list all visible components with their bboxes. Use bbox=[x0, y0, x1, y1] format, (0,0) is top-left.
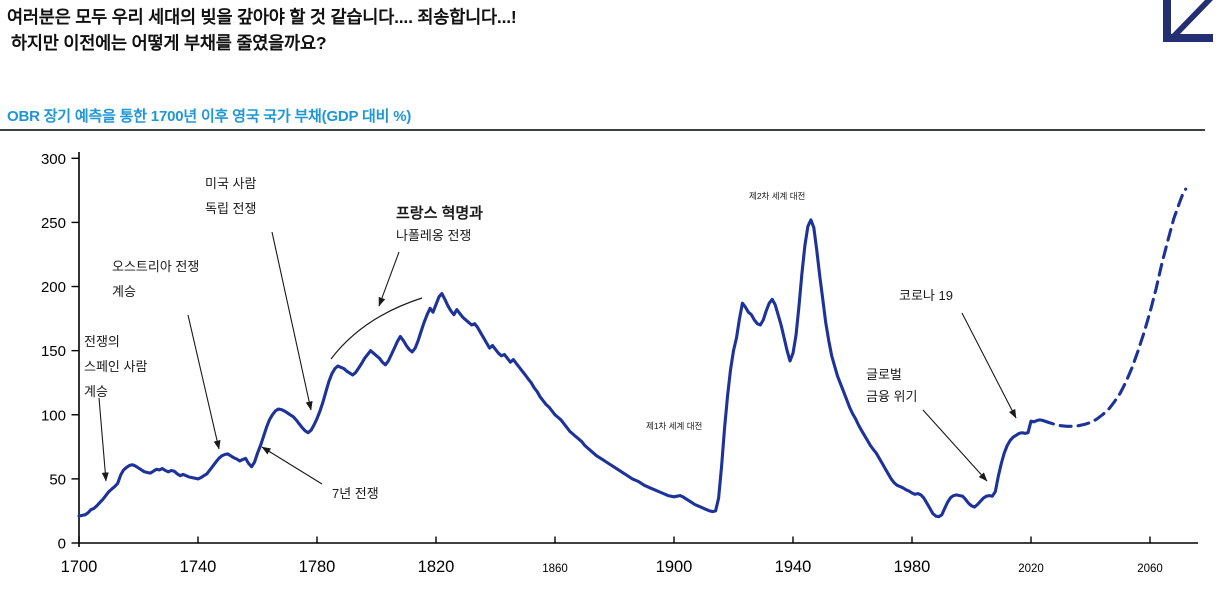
y-tick-label: 150 bbox=[41, 343, 66, 360]
series-obr-projection bbox=[1041, 187, 1188, 428]
annotation-arrow bbox=[378, 251, 400, 307]
quote-header: 여러분은 모두 우리 세대의 빚을 갚아야 할 것 같습니다.... 죄송합니다… bbox=[7, 4, 517, 56]
annotation-label: 금융 위기 bbox=[866, 389, 917, 404]
annotation-label: 계승 bbox=[84, 384, 108, 399]
annotation-label: 제1차 세계 대전 bbox=[646, 421, 702, 431]
logo-left-bar bbox=[1163, 0, 1171, 42]
annotation-seven-years-war: 7년 전쟁 bbox=[261, 446, 379, 501]
chart-axes: 0 50 100 150 200 250 300 1700 1740 1780 1820 1860 19… bbox=[41, 151, 1198, 576]
annotation-arrow bbox=[922, 409, 988, 482]
x-tick-label: 1780 bbox=[299, 558, 336, 576]
chart-series bbox=[77, 187, 1188, 519]
x-tick-label: 1740 bbox=[180, 558, 217, 576]
annotation-arrow bbox=[271, 231, 313, 411]
deutsche-bank-logo bbox=[1158, 0, 1216, 46]
annotation-ww1: 제1차 세계 대전 bbox=[646, 421, 702, 431]
annotation-label: 코로나 19 bbox=[899, 288, 953, 303]
y-tick-label: 50 bbox=[49, 471, 66, 488]
annotation-arrow bbox=[98, 397, 109, 482]
y-tick-label: 100 bbox=[41, 407, 66, 424]
annotation-label: 계승 bbox=[112, 284, 136, 299]
annotation-ww2: 제2차 세계 대전 bbox=[749, 191, 805, 201]
x-tick-label: 1940 bbox=[775, 558, 812, 576]
annotation-label: 스페인 사람 bbox=[84, 359, 147, 374]
logo-slash-icon bbox=[1172, 0, 1213, 34]
annotation-label: 전쟁의 bbox=[84, 334, 120, 349]
annotation-arrow bbox=[261, 446, 323, 485]
x-tick-label: 1860 bbox=[542, 563, 568, 575]
quote-line-1: 여러분은 모두 우리 세대의 빚을 갚아야 할 것 같습니다.... 죄송합니다… bbox=[7, 7, 517, 27]
x-tick-label: 2020 bbox=[1018, 563, 1044, 575]
annotation-covid-19: 코로나 19 bbox=[899, 288, 1017, 419]
x-tick-label: 1980 bbox=[894, 558, 931, 576]
x-tick-label: 1820 bbox=[418, 558, 455, 576]
x-tick-label: 1700 bbox=[61, 558, 98, 576]
annotation-arrow bbox=[961, 312, 1017, 419]
annotation-arrow bbox=[187, 314, 221, 450]
annotation-label: 나폴레옹 전쟁 bbox=[396, 228, 471, 243]
annotation-label: 프랑스 혁명과 bbox=[396, 204, 483, 222]
deutsche-bank-logo-graphic bbox=[1163, 0, 1213, 42]
chart-title: OBR 장기 예측을 통한 1700년 이후 영국 국가 부채(GDP 대비 %… bbox=[7, 108, 412, 125]
series-historical bbox=[77, 218, 1045, 519]
annotation-label: 오스트리아 전쟁 bbox=[112, 259, 199, 274]
annotation-label: 미국 사람 bbox=[205, 176, 256, 191]
annotation-arc bbox=[330, 297, 423, 360]
quote-line-2: 하지만 이전에는 어떻게 부채를 줄였을까요? bbox=[11, 33, 327, 53]
annotation-label: 글로벌 bbox=[866, 367, 902, 382]
x-tick-label: 2060 bbox=[1137, 563, 1163, 575]
y-tick-label: 250 bbox=[41, 215, 66, 232]
y-tick-label: 0 bbox=[58, 536, 66, 553]
logo-bottom-bar bbox=[1163, 34, 1213, 42]
annotation-label: 7년 전쟁 bbox=[332, 486, 379, 501]
x-tick-label: 1900 bbox=[656, 558, 693, 576]
y-tick-label: 300 bbox=[41, 151, 66, 168]
title-divider bbox=[0, 129, 1205, 131]
annotation-label: 독립 전쟁 bbox=[205, 201, 256, 216]
y-tick-label: 200 bbox=[41, 279, 66, 296]
annotation-label: 제2차 세계 대전 bbox=[749, 191, 805, 201]
